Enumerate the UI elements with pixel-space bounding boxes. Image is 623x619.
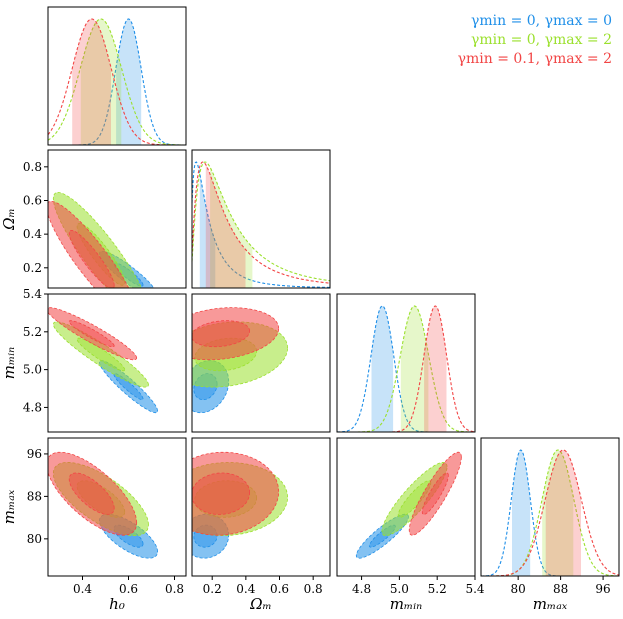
contour-2-inner (68, 229, 115, 288)
x-axis-label: mₘᵢₙ (390, 595, 423, 613)
panel-h0-m_max (47, 437, 187, 577)
diag-band-2 (72, 19, 111, 145)
panel-omega_m-m_max (191, 437, 331, 577)
diag-curve-1 (191, 161, 331, 282)
diag-panel-m_max (480, 437, 620, 577)
panel-frame (47, 293, 187, 433)
legend-entry-2: γmin = 0.1, γmax = 2 (458, 51, 612, 67)
panel-frame (336, 437, 476, 577)
y-tick-label: 0.8 (23, 160, 42, 174)
y-tick-label: 4.8 (23, 400, 42, 414)
x-axis-label: Ωₘ (249, 595, 272, 613)
x-tick-label: 96 (595, 582, 610, 596)
y-tick-label: 5.0 (23, 363, 42, 377)
contour-1-outer (52, 321, 149, 388)
x-tick-label: 0.6 (119, 582, 138, 596)
y-tick-label: 5.4 (23, 287, 42, 301)
diag-band-0 (371, 306, 394, 432)
x-tick-label: 0.2 (203, 582, 222, 596)
diag-panel-omega_m (191, 149, 331, 289)
diag-band-2 (424, 306, 447, 432)
diag-curve-2 (481, 449, 620, 577)
diag-curve-1 (47, 18, 186, 146)
contour-2-outer (48, 200, 130, 288)
diag-band-1 (400, 306, 429, 432)
legend-entry-1: γmin = 0, γmax = 2 (471, 32, 612, 48)
panels: 0.4 0.6 0.8 h₀ 0.2 0.4 0.6 0.8 Ωₘ 4.8 5.0 5.2 5.4 mₘᵢ… (0, 6, 620, 613)
diag-curve-0 (481, 449, 619, 577)
legend: γmin = 0, γmax = 0 γmin = 0, γmax = 2 γmin… (458, 13, 612, 67)
diag-band-2 (545, 450, 581, 576)
y-tick-label: 96 (27, 447, 42, 461)
y-axis-label: Ωₘ (0, 208, 18, 231)
diag-frame (480, 437, 620, 577)
diag-curve-0 (191, 161, 330, 288)
contour-2-outer (408, 451, 462, 536)
diag-curve-2 (191, 161, 330, 284)
y-tick-label: 80 (27, 532, 42, 546)
contour-1-inner (76, 337, 126, 372)
contour-2-inner (192, 472, 251, 515)
diag-band-1 (210, 167, 253, 288)
panel-omega_m-m_min (191, 293, 331, 433)
x-axis-label: h₀ (109, 595, 125, 613)
x-axis-label: mₘₐₓ (533, 595, 568, 613)
y-tick-label: 88 (27, 489, 42, 503)
x-tick-label: 5.4 (465, 582, 484, 596)
diag-frame (47, 6, 187, 146)
x-tick-label: 0.4 (236, 582, 255, 596)
contour-2-inner (421, 472, 449, 515)
x-tick-label: 0.4 (73, 582, 92, 596)
contour-0-inner (113, 373, 144, 401)
x-tick-label: 4.8 (352, 582, 371, 596)
panel-frame (47, 437, 187, 577)
diag-band-1 (80, 19, 122, 145)
contour-2-inner (192, 320, 251, 348)
y-tick-label: 0.4 (23, 227, 42, 241)
x-tick-label: 0.8 (165, 582, 184, 596)
y-tick-label: 0.6 (23, 193, 42, 207)
panel-frame (47, 149, 187, 289)
diag-band-1 (542, 450, 574, 576)
x-tick-label: 5.0 (390, 582, 409, 596)
contour-2-inner (68, 472, 115, 515)
legend-entry-0: γmin = 0, γmax = 0 (471, 13, 612, 29)
contour-2-outer (48, 451, 138, 536)
y-axis-label: mₘₐₓ (0, 489, 18, 524)
y-tick-label: 0.2 (23, 261, 42, 275)
diag-panel-h0 (47, 6, 187, 146)
diag-band-0 (512, 450, 531, 576)
diag-frame (336, 293, 476, 433)
contour-1-outer (52, 191, 143, 288)
x-tick-label: 0.8 (304, 582, 323, 596)
contour-1-inner (397, 480, 432, 518)
panel-frame (191, 293, 331, 433)
panel-frame (191, 437, 331, 577)
diag-band-2 (205, 164, 246, 288)
x-tick-label: 80 (511, 582, 526, 596)
x-tick-label: 5.2 (428, 582, 447, 596)
y-tick-label: 5.2 (23, 325, 42, 339)
diag-curve-1 (337, 305, 475, 433)
diag-panel-m_min (336, 293, 476, 433)
diag-band-0 (199, 173, 216, 288)
contour-2-inner (68, 320, 115, 348)
panel-h0-m_min (47, 293, 187, 433)
y-axis-label: mₘᵢₙ (0, 347, 18, 380)
x-tick-label: 0.6 (270, 582, 289, 596)
contour-2-outer (192, 307, 280, 361)
diag-frame (191, 149, 331, 289)
panel-m_min-m_max (336, 437, 476, 577)
panel-h0-omega_m (47, 149, 187, 289)
x-tick-label: 88 (553, 582, 568, 596)
